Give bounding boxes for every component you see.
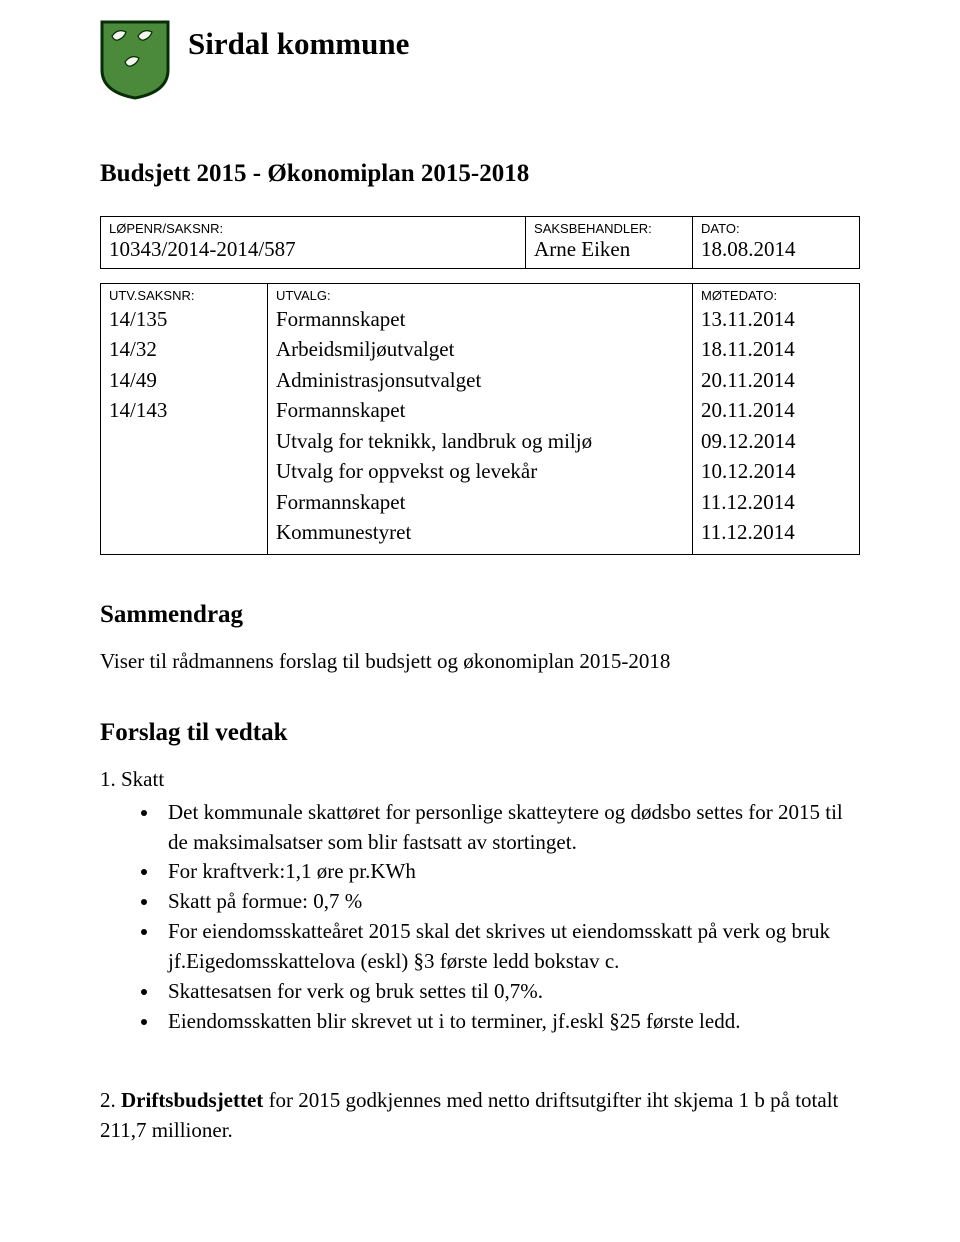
committee-row-utvalg: Formannskapet — [276, 304, 684, 334]
vedtak-bullet: Skattesatsen for verk og bruk settes til… — [160, 977, 860, 1007]
vedtak-bullet: Det kommunale skattøret for personlige s… — [160, 798, 860, 858]
committee-row-nr — [109, 456, 259, 486]
committee-table: UTV.SAKSNR: 14/13514/3214/4914/143 UTVAL… — [100, 283, 860, 555]
meta-value: 18.08.2014 — [701, 237, 796, 261]
org-name: Sirdal kommune — [188, 20, 409, 62]
document-title: Budsjett 2015 - Økonomiplan 2015-2018 — [100, 160, 860, 188]
vedtak-item-2-prefix: 2. — [100, 1088, 121, 1112]
vedtak-item-1: 1. Skatt — [100, 767, 860, 792]
meta-value: 10343/2014-2014/587 — [109, 237, 296, 261]
committee-row-dato: 13.11.2014 — [701, 304, 851, 334]
vedtak-item-2: 2. Driftsbudsjettet for 2015 godkjennes … — [100, 1086, 860, 1145]
meta-cell-dato: DATO: 18.08.2014 — [693, 217, 860, 269]
committee-cell-dato: MØTEDATO: 13.11.201418.11.201420.11.2014… — [693, 284, 860, 555]
vedtak-heading: Forslag til vedtak — [100, 719, 860, 747]
committee-row-nr — [109, 487, 259, 517]
committee-row-dato: 11.12.2014 — [701, 487, 851, 517]
committee-row-dato: 20.11.2014 — [701, 395, 851, 425]
committee-row-dato: 10.12.2014 — [701, 456, 851, 486]
committee-col-label: MØTEDATO: — [701, 288, 851, 303]
vedtak-bullet: Skatt på formue: 0,7 % — [160, 887, 860, 917]
committee-row-nr: 14/135 — [109, 304, 259, 334]
committee-row-nr — [109, 517, 259, 547]
committee-row-utvalg: Utvalg for oppvekst og levekår — [276, 456, 684, 486]
meta-cell-saksbeh: SAKSBEHANDLER: Arne Eiken — [526, 217, 693, 269]
committee-row-nr: 14/49 — [109, 365, 259, 395]
committee-cell-utvalg: UTVALG: FormannskapetArbeidsmiljøutvalge… — [267, 284, 692, 555]
meta-label: SAKSBEHANDLER: — [534, 221, 684, 236]
municipal-crest-icon — [100, 20, 170, 100]
committee-row-dato: 18.11.2014 — [701, 334, 851, 364]
meta-value: Arne Eiken — [534, 237, 630, 261]
meta-label: DATO: — [701, 221, 851, 236]
committee-cell-nr: UTV.SAKSNR: 14/13514/3214/4914/143 — [101, 284, 268, 555]
committee-row-utvalg: Formannskapet — [276, 395, 684, 425]
vedtak-bullet-list: Det kommunale skattøret for personlige s… — [100, 798, 860, 1037]
vedtak-bullet: For eiendomsskatteåret 2015 skal det skr… — [160, 917, 860, 977]
committee-row-utvalg: Utvalg for teknikk, landbruk og miljø — [276, 426, 684, 456]
sammendrag-heading: Sammendrag — [100, 601, 860, 629]
committee-col-label: UTV.SAKSNR: — [109, 288, 259, 303]
committee-row-utvalg: Administrasjonsutvalget — [276, 365, 684, 395]
committee-row-utvalg: Formannskapet — [276, 487, 684, 517]
vedtak-bullet: Eiendomsskatten blir skrevet ut i to ter… — [160, 1007, 860, 1037]
committee-row-nr: 14/143 — [109, 395, 259, 425]
vedtak-bullet: For kraftverk:1,1 øre pr.KWh — [160, 857, 860, 887]
document-header: Sirdal kommune — [100, 20, 860, 100]
vedtak-item-2-bold: Driftsbudsjettet — [121, 1088, 263, 1112]
committee-row-dato: 11.12.2014 — [701, 517, 851, 547]
committee-row-nr: 14/32 — [109, 334, 259, 364]
meta-cell-lopenr: LØPENR/SAKSNR: 10343/2014-2014/587 — [101, 217, 526, 269]
committee-col-label: UTVALG: — [276, 288, 684, 303]
meta-label: LØPENR/SAKSNR: — [109, 221, 517, 236]
committee-row-nr — [109, 426, 259, 456]
meta-table: LØPENR/SAKSNR: 10343/2014-2014/587 SAKSB… — [100, 216, 860, 269]
committee-row-dato: 09.12.2014 — [701, 426, 851, 456]
committee-row-dato: 20.11.2014 — [701, 365, 851, 395]
sammendrag-text: Viser til rådmannens forslag til budsjet… — [100, 647, 860, 675]
committee-row-utvalg: Kommunestyret — [276, 517, 684, 547]
committee-row-utvalg: Arbeidsmiljøutvalget — [276, 334, 684, 364]
